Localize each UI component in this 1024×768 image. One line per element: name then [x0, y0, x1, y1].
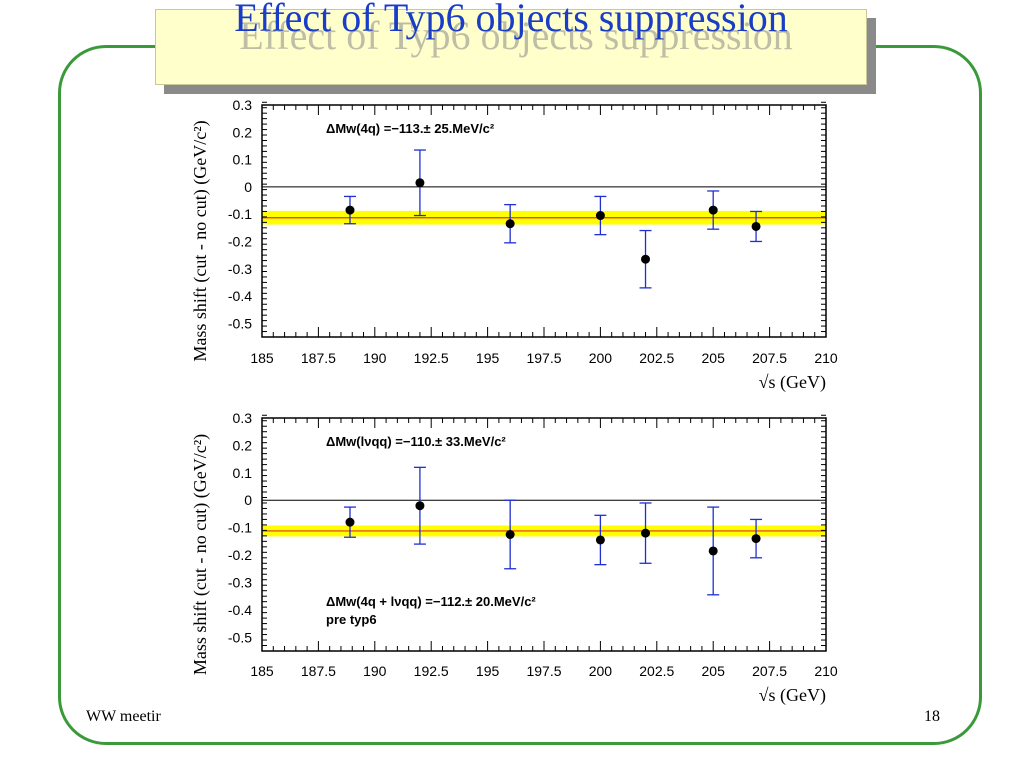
x-tick-label: 200 [589, 350, 613, 366]
x-tick-label: 187.5 [301, 350, 336, 366]
data-point-group [750, 210, 763, 243]
chart-panel-top: 185 187.5 190 192.5 195 197.5 200 202.5 205 207.5… [190, 97, 838, 393]
y-tick-label: -0.3 [228, 574, 252, 590]
y-tick-label: 0.2 [233, 124, 253, 140]
x-tick-label: 202.5 [639, 663, 674, 679]
data-point [751, 221, 761, 231]
data-point [505, 219, 515, 229]
slide-title: Effect of Typ6 objects suppression [234, 0, 788, 40]
data-point-group [594, 195, 607, 236]
data-point-group [343, 506, 356, 538]
data-point [708, 546, 718, 556]
data-point [595, 211, 605, 221]
chart-panel-bottom: 185 187.5 190 192.5 195 197.5 200 202.5 205 207.5… [190, 410, 838, 706]
x-tick-label: 185 [250, 350, 274, 366]
y-tick-label: 0.2 [233, 437, 253, 453]
data-point-group [413, 466, 426, 545]
chart-svg: 185 187.5 190 192.5 195 197.5 200 202.5 205 207.5… [190, 97, 838, 706]
data-point-group [707, 506, 720, 596]
x-tick-label: 190 [363, 663, 387, 679]
data-point [708, 205, 718, 215]
data-point-group [343, 195, 356, 225]
y-tick-label: -0.1 [228, 520, 252, 536]
data-point-group [639, 502, 652, 564]
y-tick-label: -0.2 [228, 547, 252, 563]
title-ghost: Effect of Typ6 objects suppression [239, 13, 793, 58]
y-tick-label: 0.1 [233, 465, 253, 481]
y-tick-label: 0.3 [233, 410, 253, 426]
annotation: ΔMw(lνqq) =−110.± 33.MeV/c² [326, 434, 506, 449]
x-tick-label: 185 [250, 663, 274, 679]
x-tick-label: 200 [589, 663, 613, 679]
x-tick-label: 210 [814, 350, 838, 366]
title-box [155, 9, 867, 85]
y-tick-label: 0 [244, 179, 252, 195]
x-tick-label: 195 [476, 350, 500, 366]
y-tick-label: -0.4 [228, 288, 252, 304]
footer-left-text: WW meetir [86, 708, 161, 725]
x-tick-label: 197.5 [526, 663, 561, 679]
data-point [641, 528, 651, 538]
y-tick-label: -0.3 [228, 261, 252, 277]
y-tick-label: -0.4 [228, 602, 252, 618]
x-tick-label: 187.5 [301, 663, 336, 679]
y-tick-label: 0.3 [233, 97, 253, 113]
data-point [751, 534, 761, 544]
x-axis-label: √s (GeV) [759, 685, 826, 706]
data-point-group [594, 514, 607, 566]
data-point-group [504, 499, 517, 570]
x-tick-label: 190 [363, 350, 387, 366]
x-tick-label: 207.5 [752, 350, 787, 366]
data-point [345, 205, 355, 215]
x-tick-label: 205 [702, 350, 726, 366]
y-tick-label: -0.5 [228, 315, 252, 331]
data-point [415, 501, 425, 511]
x-tick-label: 202.5 [639, 350, 674, 366]
data-point [641, 254, 651, 264]
data-point-group [413, 149, 426, 217]
chart-container: 185 187.5 190 192.5 195 197.5 200 202.5 205 207.5… [176, 96, 852, 718]
x-tick-label: 192.5 [414, 663, 449, 679]
x-tick-label: 195 [476, 663, 500, 679]
x-axis-label: √s (GeV) [759, 372, 826, 393]
data-point-group [504, 203, 517, 244]
data-point [345, 517, 355, 527]
x-tick-label: 207.5 [752, 663, 787, 679]
y-axis-label: Mass shift (cut - no cut) (GeV/c²) [190, 434, 211, 675]
y-tick-label: -0.5 [228, 629, 252, 645]
y-tick-label: 0.1 [233, 152, 253, 168]
x-tick-label: 205 [702, 663, 726, 679]
y-tick-label: -0.2 [228, 233, 252, 249]
x-tick-label: 197.5 [526, 350, 561, 366]
annotation-note: pre typ6 [326, 612, 377, 627]
data-point-group [707, 190, 720, 230]
data-point [595, 535, 605, 545]
y-tick-label: -0.1 [228, 206, 252, 222]
data-point [415, 178, 425, 188]
y-tick-label: 0 [244, 492, 252, 508]
x-tick-label: 210 [814, 663, 838, 679]
data-point-group [639, 229, 652, 289]
data-point-group [750, 518, 763, 559]
x-tick-label: 192.5 [414, 350, 449, 366]
y-axis-label: Mass shift (cut - no cut) (GeV/c²) [190, 120, 211, 361]
annotation-combined: ΔMw(4q + lνqq) =−112.± 20.MeV/c² [326, 594, 536, 609]
data-point [505, 530, 515, 539]
page-number: 18 [924, 708, 940, 725]
annotation: ΔMw(4q) =−113.± 25.MeV/c² [326, 121, 495, 136]
